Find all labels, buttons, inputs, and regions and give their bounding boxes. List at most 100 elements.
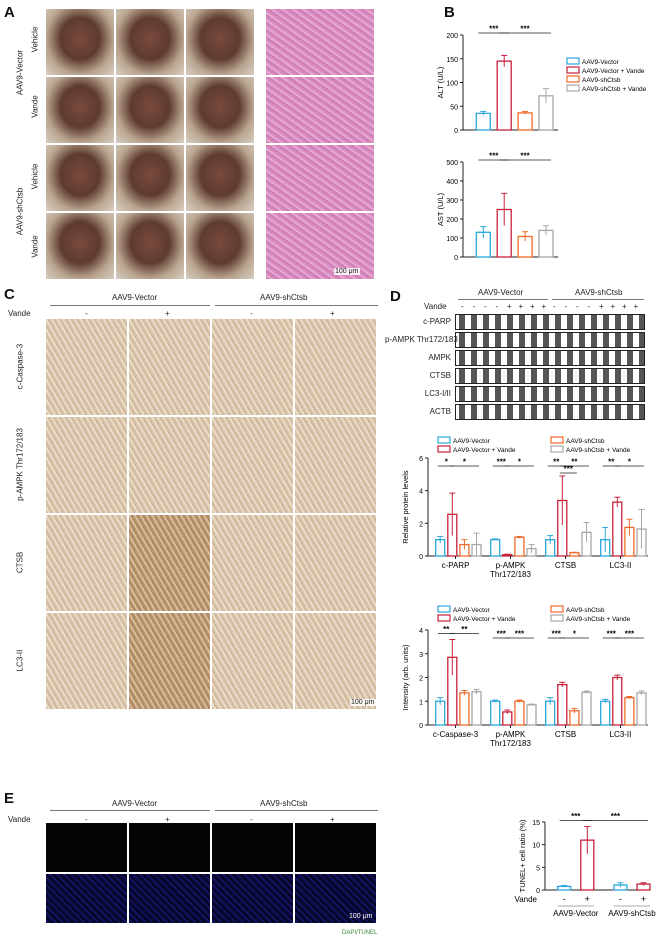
blot-vande-sign: + <box>530 302 535 311</box>
y-tick-label: 15 <box>532 820 540 827</box>
label-aav9-shctsb: AAV9-shCtsb <box>15 187 25 236</box>
y-tick-label: 10 <box>532 843 540 850</box>
y-tick-label: 0 <box>536 888 540 895</box>
e-sign: - <box>85 815 88 824</box>
bar <box>600 700 611 726</box>
y-tick-label: 500 <box>446 160 458 167</box>
ihc-image <box>128 612 211 710</box>
legend-swatch <box>550 445 564 453</box>
blot-vande-label: Vande <box>424 302 447 311</box>
blot-band-row <box>455 314 645 330</box>
legend-swatch <box>550 614 564 622</box>
legend-label: AAV9-shCtsb + Vande <box>582 86 647 93</box>
significance-stars: ** <box>443 625 450 634</box>
significance-stars: *** <box>625 630 635 639</box>
category-label: CTSB <box>555 561 576 570</box>
label-vande: Vande <box>30 235 40 258</box>
blot-vande-sign: + <box>633 302 639 311</box>
x-group-label: AAV9-shCtsb <box>608 909 656 918</box>
mouse-liver-photo <box>45 76 115 144</box>
c-sign: - <box>85 309 88 318</box>
y-tick-label: 50 <box>450 104 458 111</box>
ihc-image <box>45 514 128 612</box>
tunel-image <box>128 822 211 873</box>
c-sign: + <box>330 309 335 318</box>
x-sign-label: - <box>619 894 622 904</box>
bar <box>526 704 537 726</box>
e-sign: - <box>250 815 253 824</box>
e-sign: + <box>165 815 170 824</box>
bar <box>517 112 533 131</box>
significance-stars: *** <box>497 630 507 639</box>
blot-row-label: ACTB <box>429 407 451 416</box>
blot-vande-sign: - <box>564 302 568 311</box>
significance-stars: *** <box>489 25 499 34</box>
blot-vande-sign: + <box>518 302 524 311</box>
significance-stars: * <box>628 458 632 467</box>
significance-stars: ** <box>461 625 468 634</box>
he-histology-image <box>265 76 375 144</box>
panel-d-letter: D <box>390 288 401 305</box>
x-sign-label: - <box>563 894 566 904</box>
y-axis-label: Relative protein levels <box>401 470 410 544</box>
category-label: p-AMPK <box>496 561 526 570</box>
significance-stars: * <box>445 458 449 467</box>
ihc-image <box>294 416 377 514</box>
x-sign-label: + <box>641 894 646 904</box>
ihc-image <box>45 416 128 514</box>
category-label: CTSB <box>555 730 576 739</box>
x-vande-label: Vande <box>514 895 537 904</box>
blot-band-row <box>455 368 645 384</box>
scale-bar-a: 100 μm <box>334 268 360 275</box>
legend-label: AAV9-Vector <box>582 59 620 66</box>
bar <box>557 683 568 726</box>
mouse-liver-photo <box>45 144 115 212</box>
significance-stars: ** <box>608 458 615 467</box>
legend-label: AAV9-Vector + Vande <box>453 447 516 454</box>
label-vehicle: Vehicle <box>30 163 40 190</box>
bar <box>490 539 501 557</box>
bar <box>490 700 501 726</box>
c-vande-label: Vande <box>8 309 31 318</box>
y-tick-label: 100 <box>446 236 458 243</box>
legend-swatch <box>566 84 580 92</box>
y-tick-label: 100 <box>446 81 458 88</box>
blot-vande-sign: + <box>622 302 627 311</box>
scale-bar-e: 100 μm <box>349 913 373 920</box>
legend-swatch <box>437 445 451 453</box>
blot-vande-sign: + <box>541 302 547 311</box>
significance-stars: *** <box>515 630 525 639</box>
d-header-vector: AAV9-Vector <box>478 288 524 297</box>
legend-label: AAV9-Vector <box>453 438 491 445</box>
d-header-shctsb: AAV9-shCtsb <box>575 288 623 297</box>
blot-band-row <box>455 404 645 420</box>
blot-vande-sign: + <box>507 302 512 311</box>
mouse-liver-photo <box>185 76 255 144</box>
significance-stars: *** <box>611 812 621 821</box>
ihc-image <box>294 514 377 612</box>
blot-row-label: c-PARP <box>423 317 451 326</box>
significance-stars: *** <box>520 25 530 34</box>
blot-row-label: CTSB <box>429 371 451 380</box>
mouse-liver-photo <box>115 144 185 212</box>
significance-stars: *** <box>564 465 574 474</box>
y-axis-label: Intensity (arb. units) <box>401 644 410 710</box>
blot-row-label: p-AMPK Thr172/183 <box>385 335 458 344</box>
label-vande: Vande <box>30 95 40 118</box>
blot-row-label: AMPK <box>428 353 451 362</box>
significance-stars: *** <box>520 152 530 161</box>
mouse-liver-photo <box>115 76 185 144</box>
c-header-shctsb: AAV9-shCtsb <box>260 293 308 302</box>
legend-label: AAV9-Vector + Vande <box>453 616 516 623</box>
legend-label: AAV9-Vector + Vande <box>582 68 645 75</box>
bar <box>471 691 482 726</box>
significance-stars: *** <box>552 630 562 639</box>
c-row-label: c-Caspase-3 <box>15 343 25 390</box>
y-axis-label: TUNEL+ cell ratio (%) <box>518 819 527 892</box>
ihc-image <box>45 612 128 710</box>
significance-stars: ** <box>553 458 560 467</box>
legend-label: AAV9-shCtsb <box>566 607 605 614</box>
blot-vande-sign: - <box>472 302 476 311</box>
y-axis-label: ALT (U/L) <box>436 66 445 98</box>
